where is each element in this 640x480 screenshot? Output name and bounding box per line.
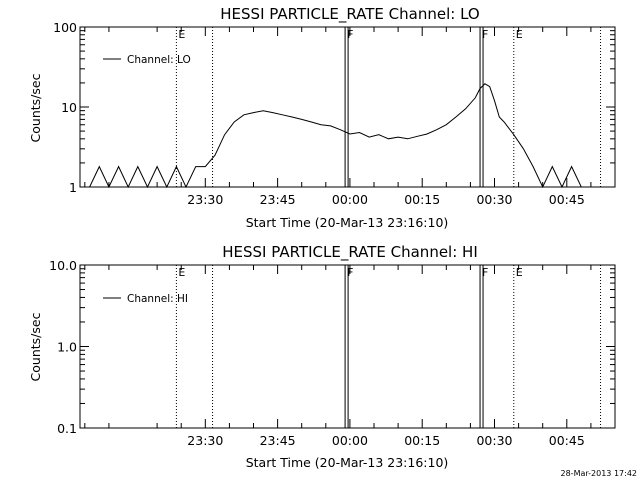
event-marker-label: E — [178, 266, 185, 279]
y-axis-label-hi: Counts/sec — [28, 312, 43, 381]
x-tick-label: 00:15 — [404, 433, 440, 448]
event-marker-label: E — [516, 28, 523, 41]
x-tick-label: 00:15 — [404, 192, 440, 207]
legend-label-hi: Channel: HI — [127, 293, 188, 305]
x-tick-label: 23:45 — [260, 433, 296, 448]
y-tick-label: 100 — [53, 20, 77, 35]
plot-frame-lo — [79, 26, 616, 188]
x-tick-label: 23:45 — [260, 192, 296, 207]
series-line-lo — [89, 83, 591, 189]
x-tick-label: 00:30 — [476, 192, 512, 207]
y-axis-label-lo: Counts/sec — [28, 73, 43, 142]
generation-timestamp: 28-Mar-2013 17:42 — [561, 469, 638, 478]
x-axis-label-hi: Start Time (20-Mar-13 23:16:10) — [246, 455, 449, 470]
event-marker-label: F — [347, 28, 353, 41]
x-axis-label-lo: Start Time (20-Mar-13 23:16:10) — [246, 215, 449, 230]
y-tick-label: 10 — [61, 100, 77, 115]
event-marker-label: E — [178, 28, 185, 41]
chart-title-hi: HESSI PARTICLE_RATE Channel: HI — [222, 243, 478, 262]
x-tick-label: 00:00 — [332, 433, 368, 448]
chart-title-lo: HESSI PARTICLE_RATE Channel: LO — [220, 5, 479, 24]
y-tick-label: 0.1 — [57, 421, 77, 436]
plot-frame-hi — [79, 264, 616, 429]
x-tick-label: 00:30 — [476, 433, 512, 448]
x-axis-hi: 23:30 23:45 00:00 00:15 00:30 00:45 — [84, 265, 592, 448]
y-axis-hi: 0.1 1.0 10.0 — [49, 258, 615, 436]
y-tick-label: 1 — [69, 180, 77, 195]
y-tick-label: 1.0 — [57, 340, 77, 355]
y-axis-lo: 1 10 100 — [53, 20, 615, 195]
y-tick-label: 10.0 — [49, 258, 77, 273]
x-tick-label: 00:00 — [332, 192, 368, 207]
event-marker-label: F — [482, 266, 488, 279]
legend-lo: Channel: LO — [103, 54, 191, 66]
series-group-lo — [89, 83, 591, 189]
event-marker-label: F — [347, 266, 353, 279]
legend-hi: Channel: HI — [103, 293, 188, 305]
x-tick-label: 00:45 — [549, 192, 585, 207]
x-tick-label: 00:45 — [549, 433, 585, 448]
event-marker-label: E — [516, 266, 523, 279]
event-marker-label: F — [482, 28, 488, 41]
legend-label-lo: Channel: LO — [127, 54, 191, 66]
x-tick-label: 23:30 — [187, 192, 223, 207]
x-tick-label: 23:30 — [187, 433, 223, 448]
x-axis-lo: 23:30 23:45 00:00 00:15 00:30 00:45 — [84, 27, 592, 207]
